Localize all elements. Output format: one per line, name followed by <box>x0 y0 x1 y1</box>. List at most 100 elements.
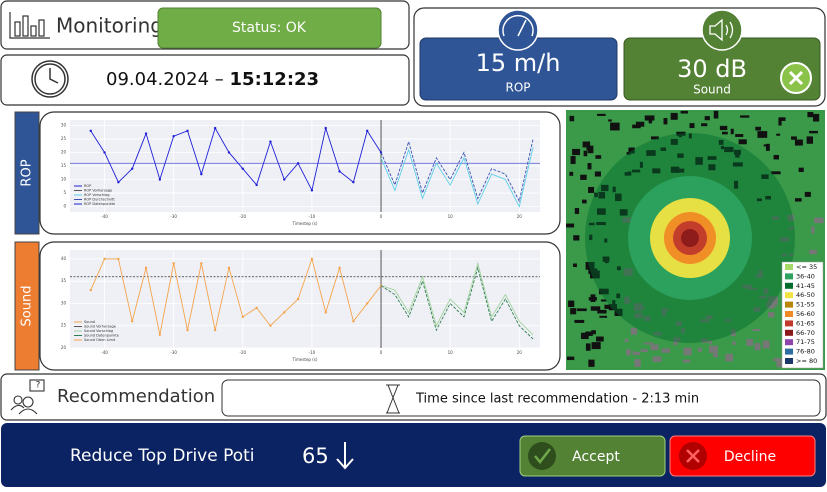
y-tick-label: 20 <box>61 345 67 350</box>
plot-area <box>70 250 540 348</box>
building <box>587 145 594 154</box>
building <box>705 315 713 320</box>
data-point <box>103 151 106 154</box>
building <box>588 222 595 226</box>
decline-text[interactable]: Decline <box>724 449 776 465</box>
building <box>624 172 631 176</box>
building <box>576 308 587 312</box>
building <box>612 186 616 193</box>
building <box>773 358 782 362</box>
building <box>733 149 741 155</box>
person-icon <box>10 379 45 415</box>
building <box>652 356 662 362</box>
building <box>688 133 692 139</box>
accept-text[interactable]: Accept <box>572 449 620 465</box>
building <box>767 303 773 309</box>
building <box>791 136 797 140</box>
legend-swatch <box>785 264 793 270</box>
history-line <box>90 126 382 192</box>
legend-swatch <box>785 301 793 308</box>
data-point <box>310 257 314 261</box>
building <box>604 260 609 264</box>
decline-button[interactable] <box>669 435 816 477</box>
data-point <box>131 167 134 170</box>
building <box>742 284 753 289</box>
data-point <box>158 178 162 181</box>
data-point <box>89 129 92 133</box>
legend-label: Sound Datenpunkte <box>84 334 119 338</box>
data-point <box>324 126 327 130</box>
data-point <box>200 172 203 176</box>
building <box>701 123 708 127</box>
data-point <box>89 288 92 292</box>
building <box>570 156 576 165</box>
building <box>682 359 691 363</box>
history-line <box>90 257 382 335</box>
building <box>813 217 824 224</box>
building <box>589 234 593 241</box>
legend-swatch <box>785 348 793 355</box>
x-tick-label: 20 <box>517 350 523 355</box>
building <box>569 115 575 122</box>
separator: – <box>215 69 224 90</box>
building <box>597 113 606 116</box>
building <box>722 131 728 135</box>
building <box>670 166 680 173</box>
building <box>806 136 814 144</box>
action-value: 65 <box>302 444 329 468</box>
building <box>765 195 771 200</box>
forecast-line <box>380 138 534 203</box>
data-point <box>255 306 258 310</box>
legend-label: ROP Datenpunkte <box>84 202 115 206</box>
building <box>677 168 685 173</box>
building <box>778 117 782 126</box>
building <box>763 288 769 294</box>
building <box>720 145 725 150</box>
building <box>650 344 659 351</box>
building <box>670 138 678 145</box>
building <box>600 299 607 302</box>
building <box>639 161 643 168</box>
data-point <box>213 126 217 130</box>
building <box>608 304 618 311</box>
x-tick-label: 20 <box>517 214 523 219</box>
building <box>754 342 761 351</box>
building <box>759 295 767 299</box>
legend-label: ROP Durchschnitt <box>84 198 115 202</box>
data-point <box>186 129 189 133</box>
chart-tab <box>14 111 40 235</box>
building <box>661 309 667 317</box>
suggestion-line <box>380 261 534 335</box>
building <box>650 136 659 140</box>
building <box>718 140 724 145</box>
accept-button[interactable] <box>519 435 666 477</box>
building <box>589 270 600 279</box>
data-point <box>269 324 272 327</box>
close-x <box>788 70 804 86</box>
legend-swatch <box>785 273 793 280</box>
building <box>675 321 682 326</box>
building <box>681 328 685 334</box>
data-point <box>131 320 134 323</box>
data-point <box>144 132 148 135</box>
clock-panel <box>0 54 410 106</box>
building <box>644 315 651 321</box>
building <box>612 300 616 305</box>
data-point <box>158 333 162 336</box>
data-point <box>200 262 203 265</box>
building <box>614 308 623 316</box>
building <box>604 238 608 243</box>
x-tick-label: 0 <box>380 350 383 355</box>
building <box>568 300 575 308</box>
hourglass-icon <box>386 384 400 414</box>
data-point <box>227 266 231 270</box>
building <box>807 111 814 118</box>
building <box>596 221 606 226</box>
legend-label: Sound Oben Limit <box>84 338 116 342</box>
building <box>730 330 735 334</box>
x-tick-label: -40 <box>101 350 108 355</box>
legend-label: <= 35 <box>796 263 817 271</box>
building <box>704 116 710 121</box>
data-point <box>352 320 355 323</box>
building <box>738 139 747 145</box>
